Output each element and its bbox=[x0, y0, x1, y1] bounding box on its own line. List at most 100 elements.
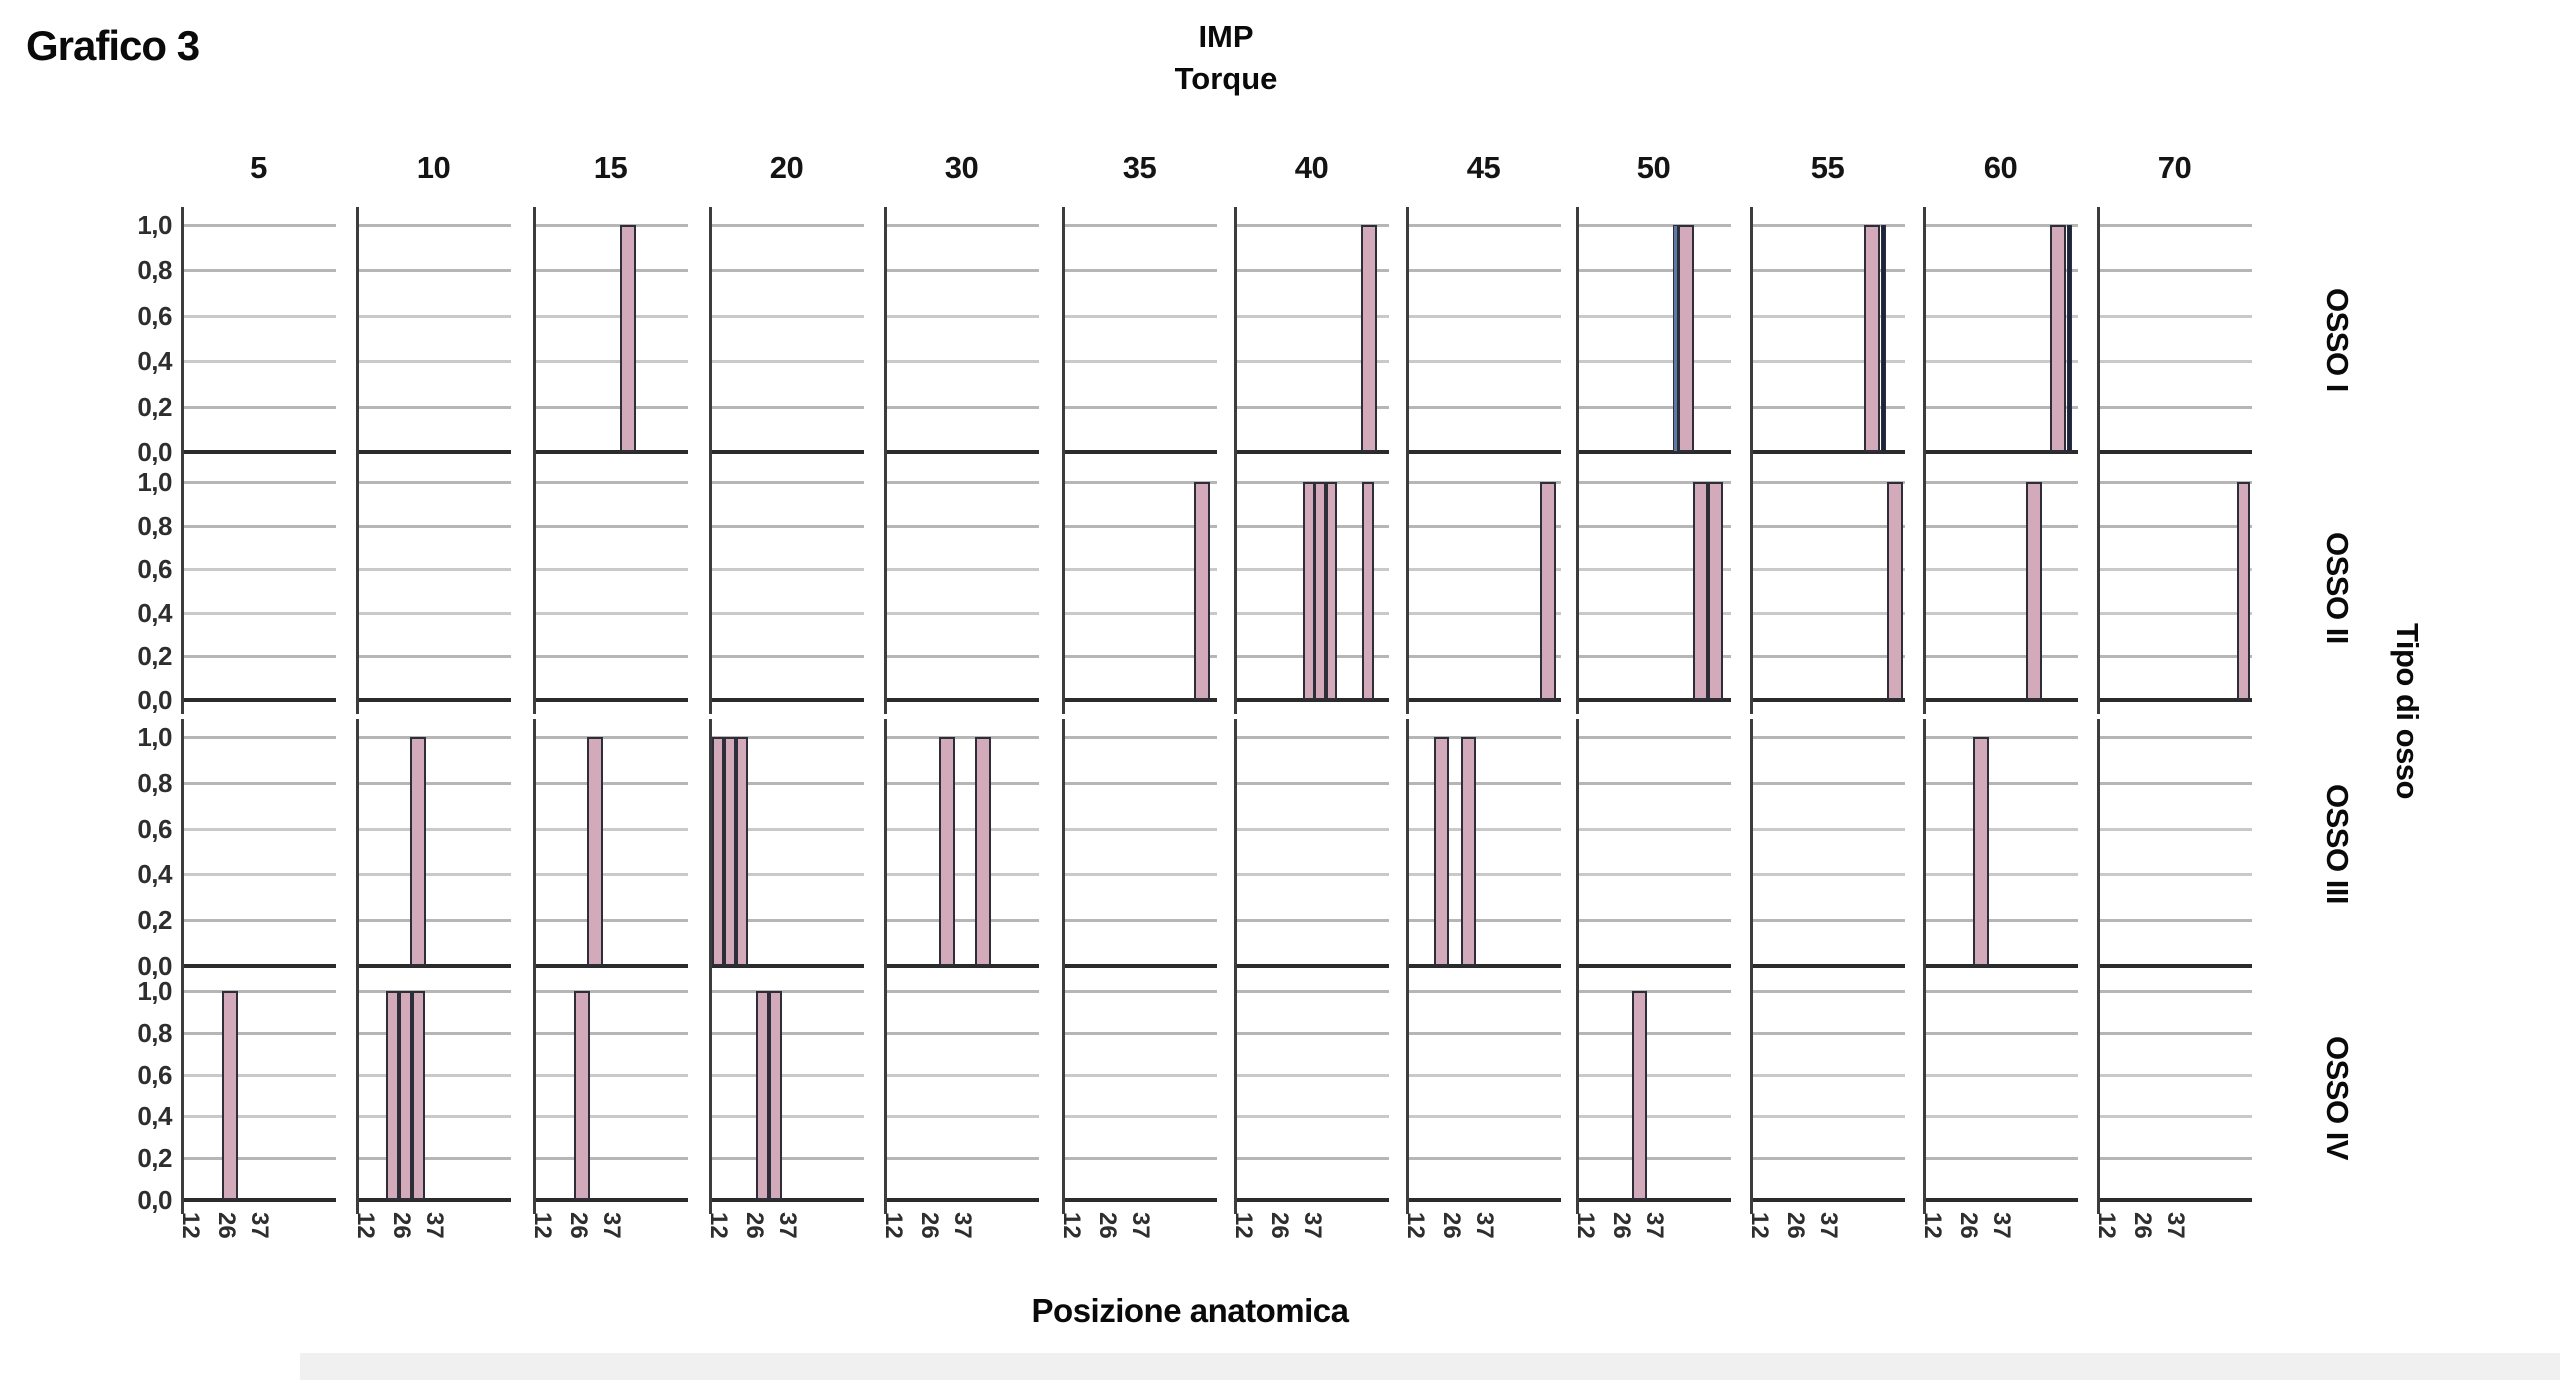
column-header-torque-15: 15 bbox=[593, 150, 628, 185]
y-tick-label: 0,0 bbox=[137, 437, 172, 467]
gridline bbox=[356, 1157, 511, 1161]
y-axis-line bbox=[1750, 207, 1753, 466]
bar bbox=[1864, 225, 1881, 452]
x-tick-label: 37 bbox=[421, 1212, 449, 1239]
bar bbox=[1539, 482, 1556, 700]
bar bbox=[769, 991, 783, 1200]
panel-osso-iv-torque-60 bbox=[1923, 973, 2078, 1214]
x-tick-label: 37 bbox=[598, 1212, 626, 1239]
x-tick-label: 12 bbox=[1229, 1212, 1257, 1239]
gridline bbox=[1576, 827, 1731, 831]
panel-osso-ii-torque-5 bbox=[181, 464, 336, 714]
panel-osso-ii-torque-30 bbox=[884, 464, 1039, 714]
gridline bbox=[1576, 360, 1731, 364]
bar bbox=[221, 991, 238, 1200]
panel-osso-i-torque-55 bbox=[1750, 207, 1905, 466]
x-axis-line bbox=[1234, 1198, 1389, 1202]
gridline bbox=[1576, 481, 1731, 484]
chart-title: Grafico 3 bbox=[26, 22, 200, 69]
y-axis-line bbox=[1923, 207, 1926, 466]
gridline bbox=[1750, 990, 1905, 993]
gridline bbox=[709, 827, 864, 831]
x-axis-line bbox=[1750, 698, 1905, 702]
gridline bbox=[2097, 405, 2252, 409]
y-tick-label: 0,6 bbox=[137, 813, 172, 844]
bar bbox=[1193, 482, 1210, 700]
column-header-torque-20: 20 bbox=[769, 150, 804, 185]
gridline bbox=[884, 224, 1039, 227]
gridline bbox=[2097, 314, 2252, 318]
panel-osso-iv-torque-15 bbox=[533, 973, 688, 1214]
bar bbox=[385, 991, 399, 1200]
panel-osso-i-torque-35 bbox=[1062, 207, 1217, 466]
x-axis-line bbox=[1576, 964, 1731, 968]
panel-osso-iv-torque-70 bbox=[2097, 973, 2252, 1214]
gridline bbox=[884, 1073, 1039, 1077]
gridline bbox=[1234, 873, 1389, 877]
x-axis-line bbox=[1406, 698, 1561, 702]
y-axis-line bbox=[1234, 464, 1237, 714]
gridline bbox=[1750, 611, 1905, 615]
gridline bbox=[1062, 224, 1217, 227]
y-axis-line bbox=[884, 973, 887, 1214]
bar bbox=[574, 991, 591, 1200]
gridline bbox=[1576, 524, 1731, 528]
gridline bbox=[884, 990, 1039, 993]
bar bbox=[1361, 225, 1377, 452]
x-tick-label: 12 bbox=[879, 1212, 907, 1239]
gridline bbox=[1576, 919, 1731, 923]
gridline bbox=[533, 990, 688, 993]
bar bbox=[410, 737, 426, 966]
bar bbox=[1632, 991, 1648, 1200]
gridline bbox=[1406, 736, 1561, 739]
gridline bbox=[1062, 919, 1217, 923]
gridline bbox=[1062, 481, 1217, 484]
gridline bbox=[1576, 1115, 1731, 1119]
gridline bbox=[1406, 524, 1561, 528]
x-axis-line bbox=[1062, 1198, 1217, 1202]
gridline bbox=[356, 781, 511, 785]
gridline bbox=[709, 269, 864, 273]
bar bbox=[1692, 482, 1708, 700]
x-tick-label: 26 bbox=[1266, 1212, 1294, 1239]
gridline bbox=[1750, 827, 1905, 831]
panel-osso-i-torque-50 bbox=[1576, 207, 1731, 466]
gridline bbox=[533, 405, 688, 409]
gridline bbox=[1576, 736, 1731, 739]
panel-osso-iii-torque-5 bbox=[181, 719, 336, 980]
gridline bbox=[1406, 611, 1561, 615]
y-axis-line bbox=[2097, 464, 2100, 714]
x-tick-label: 12 bbox=[528, 1212, 556, 1239]
y-axis-line bbox=[356, 207, 359, 466]
gridline bbox=[1406, 781, 1561, 785]
y-axis-line bbox=[356, 973, 359, 1214]
gridline bbox=[533, 481, 688, 484]
gridline bbox=[1750, 919, 1905, 923]
gridline bbox=[1923, 314, 2078, 318]
gridline bbox=[533, 781, 688, 785]
gridline bbox=[356, 314, 511, 318]
gridline bbox=[1576, 1073, 1731, 1077]
x-axis-line bbox=[356, 450, 511, 454]
gridline bbox=[356, 481, 511, 484]
panel-osso-ii-torque-40 bbox=[1234, 464, 1389, 714]
panel-osso-i-torque-20 bbox=[709, 207, 864, 466]
gridline bbox=[1923, 1073, 2078, 1077]
gridline bbox=[1234, 1073, 1389, 1077]
y-tick-label: 0,8 bbox=[137, 767, 172, 798]
gridline bbox=[1923, 611, 2078, 615]
panel-osso-ii-torque-60 bbox=[1923, 464, 2078, 714]
bar bbox=[398, 991, 412, 1200]
panel-osso-iv-torque-45 bbox=[1406, 973, 1561, 1214]
bar bbox=[712, 737, 724, 966]
panel-osso-iii-torque-15 bbox=[533, 719, 688, 980]
gridline bbox=[1234, 405, 1389, 409]
bar bbox=[736, 737, 748, 966]
bar bbox=[2066, 225, 2073, 452]
gridline bbox=[1923, 736, 2078, 739]
x-axis-line bbox=[1923, 964, 2078, 968]
panel-osso-iv-torque-40 bbox=[1234, 973, 1389, 1214]
bar bbox=[1314, 482, 1326, 700]
gridline bbox=[1923, 873, 2078, 877]
gridline bbox=[533, 568, 688, 572]
